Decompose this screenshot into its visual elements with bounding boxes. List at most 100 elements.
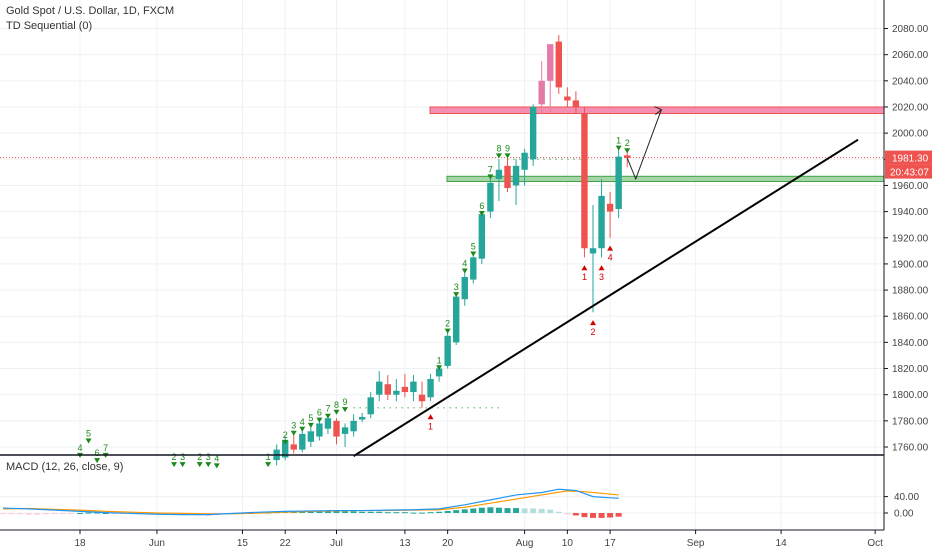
macd-hist-bar: [444, 510, 451, 513]
td-setup-label: 2: [283, 430, 288, 440]
projection-path: [626, 109, 662, 181]
macd-hist-bar: [504, 508, 511, 513]
macd-hist-bar: [607, 513, 614, 518]
candle-body: [384, 384, 391, 395]
td-down-triangle: [607, 245, 614, 251]
macd-hist-bar: [598, 513, 605, 518]
candle-body: [418, 394, 426, 402]
td-setup-label: 4: [77, 443, 82, 453]
macd-hist-bar: [564, 513, 571, 515]
macd-hist-bar: [547, 509, 554, 513]
td-down-triangle: [598, 265, 605, 271]
td-setup-label: 5: [471, 242, 476, 252]
td-setup-label: 4: [300, 417, 305, 427]
candle-body: [367, 397, 374, 415]
candle-body: [478, 214, 486, 259]
support-zone: [446, 175, 885, 183]
last-price-label: 1981.30: [892, 154, 929, 165]
td-setup-label: 3: [291, 421, 296, 431]
td-setup-label: 3: [206, 452, 211, 462]
macd-hist-bar: [85, 512, 92, 514]
td-setup-label: 3: [454, 282, 459, 292]
macd-hist-bar: [615, 513, 622, 517]
td-setup-triangle: [265, 462, 272, 468]
y-tick-label: 2040.00: [892, 76, 929, 87]
candle-body: [393, 390, 400, 395]
x-tick-label: Sep: [687, 538, 705, 549]
macd-hist-bar: [419, 512, 425, 514]
candle-body: [589, 248, 597, 254]
x-tick-label: Jul: [330, 538, 343, 549]
y-tick-label: 1900.00: [892, 259, 929, 270]
candle-body: [606, 203, 614, 212]
macd-hist-bar: [581, 513, 588, 518]
y-tick-label: 2060.00: [892, 50, 929, 61]
td-down-triangle: [427, 414, 434, 420]
td-setup-label: 8: [334, 400, 339, 410]
td-down-label: 1: [582, 272, 587, 282]
countdown-tag: [885, 164, 932, 179]
y-tick-label: 2000.00: [892, 129, 929, 140]
macd-tick-label: 40.00: [894, 492, 919, 503]
macd-hist-bar: [590, 513, 596, 518]
td-setup-label: 3: [180, 452, 185, 462]
td-setup-label: 2: [625, 138, 630, 148]
candle-body: [350, 420, 357, 432]
macd-hist-bar: [410, 512, 417, 514]
candle-body: [555, 41, 562, 88]
td-down-label: 2: [590, 327, 595, 337]
macd-hist-bar: [8, 513, 15, 515]
td-setup-label: 6: [95, 448, 100, 458]
macd-hist-bar: [25, 513, 32, 515]
td-setup-label: 6: [317, 408, 322, 418]
td-setup-label: 5: [308, 413, 313, 423]
td-setup-triangle: [213, 463, 220, 469]
macd-hist-bar: [436, 511, 443, 513]
macd-hist-bar: [342, 511, 349, 513]
y-tick-label: 1920.00: [892, 233, 929, 244]
candle-body: [358, 416, 366, 420]
macd-hist-bar: [51, 513, 58, 514]
macd-hist-bar: [0, 513, 7, 514]
candle-body: [290, 444, 297, 450]
macd-hist-bar: [307, 510, 314, 513]
macd-hist-bar: [530, 508, 537, 513]
x-tick-label: 10: [562, 538, 574, 549]
x-tick-label: 18: [74, 538, 86, 549]
macd-hist-bar: [427, 512, 434, 514]
td-setup-label: 2: [445, 319, 450, 329]
macd-line: [3, 488, 619, 516]
td-setup-label: 2: [172, 452, 177, 462]
td-setup-label: 7: [325, 404, 330, 414]
candle-body: [410, 381, 417, 393]
macd-hist-bar: [367, 511, 374, 513]
candle-body: [572, 100, 580, 107]
x-tick-label: 22: [280, 538, 292, 549]
y-tick-label: 1940.00: [892, 207, 929, 218]
td-dotted-levels: [0, 157, 884, 409]
y-tick-label: 2080.00: [892, 24, 929, 35]
y-tick-label: 1860.00: [892, 312, 929, 323]
countdown-label: 20:43:07: [890, 168, 929, 179]
td-setup-triangle: [624, 148, 631, 154]
td-setup-triangle: [470, 251, 477, 257]
candle-body: [495, 169, 503, 179]
candle-body: [299, 433, 306, 450]
macd-hist-bar: [401, 512, 408, 514]
candles: [273, 35, 631, 466]
td-setup-triangle: [307, 422, 314, 428]
td-setup-label: 6: [479, 201, 484, 211]
td-setup-triangle: [324, 413, 331, 419]
td-setup-triangle: [333, 409, 340, 415]
candle-body: [504, 165, 511, 189]
macd-hist-bar: [359, 511, 366, 513]
candle-body: [615, 156, 622, 209]
macd-hist-bar: [102, 513, 109, 514]
y-tick-label: 1820.00: [892, 364, 929, 375]
td-down-label: 4: [608, 253, 613, 263]
td-setup-label: 4: [214, 453, 219, 463]
td-down-triangle: [581, 265, 588, 271]
td-setup-triangle: [196, 462, 203, 468]
macd-hist-bar: [538, 508, 545, 513]
